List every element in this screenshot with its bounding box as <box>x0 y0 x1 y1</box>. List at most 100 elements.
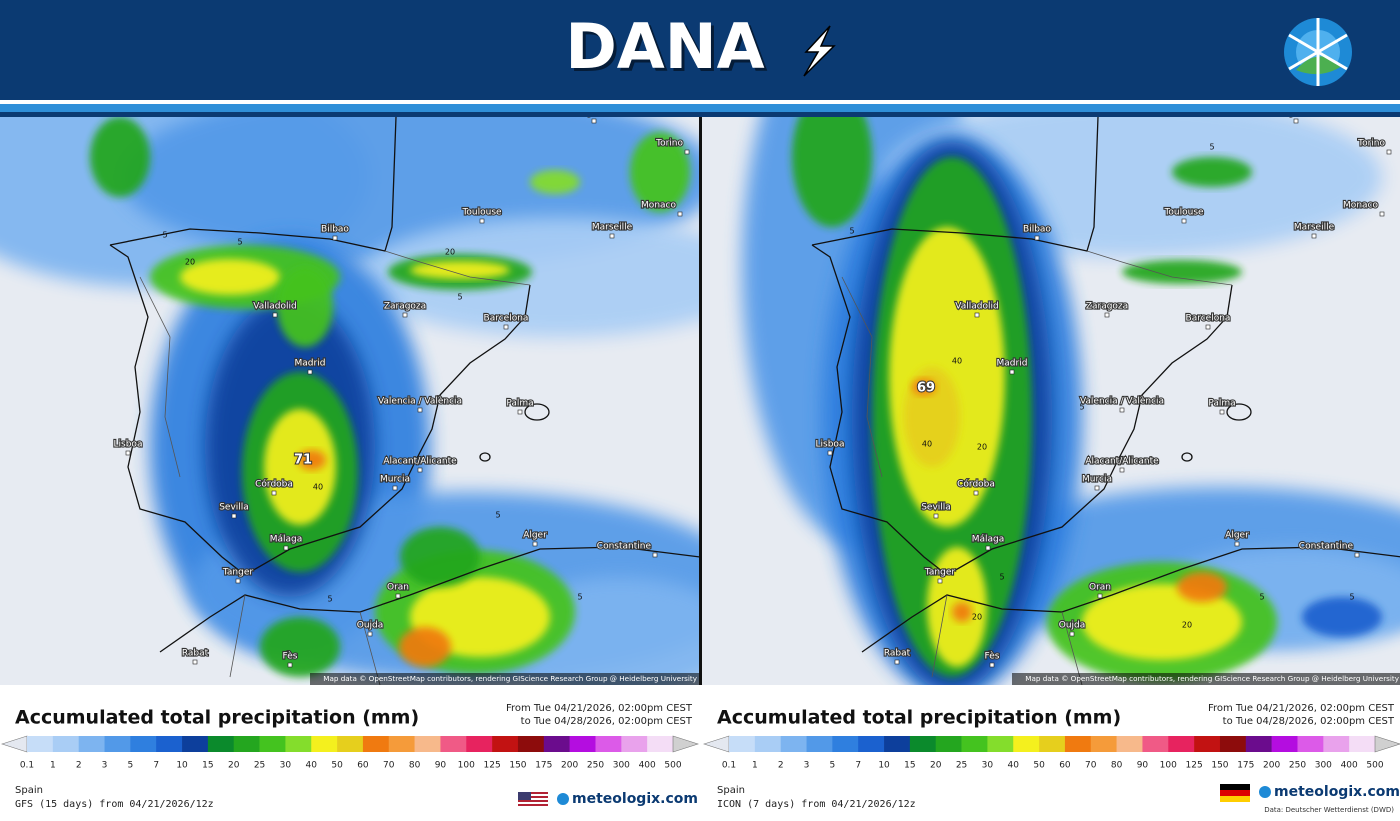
border <box>841 250 1233 685</box>
scale-swatch <box>1349 736 1376 752</box>
contour-label: 5 <box>457 293 462 302</box>
scale-label: 200 <box>561 761 578 771</box>
scale-label: 1 <box>752 761 758 771</box>
city-label: Toulouse <box>1163 208 1204 218</box>
city-marker <box>1069 631 1075 637</box>
city-label: Murcia <box>380 475 410 485</box>
city-label: Lisboa <box>816 440 845 450</box>
scale-label: 300 <box>613 761 630 771</box>
precip-area <box>400 527 480 587</box>
scale-label: 300 <box>1315 761 1332 771</box>
contour-label: 40 <box>952 357 962 366</box>
scale-swatch <box>388 736 415 752</box>
flag-stripe <box>518 794 548 796</box>
city-marker <box>395 593 401 599</box>
city-label: Palma <box>506 399 533 409</box>
brand: meteologix.com <box>572 791 698 807</box>
region: Spain <box>717 785 745 796</box>
scale-swatch <box>492 736 519 752</box>
city-marker <box>367 631 373 637</box>
city-label: Palma <box>1208 399 1235 409</box>
scale-swatch <box>987 736 1014 752</box>
precip-layer: LyonTorinoMonacoToulouseMarseilleBilbaoZ… <box>742 117 1400 685</box>
scale-swatch <box>1116 736 1143 752</box>
scale-label: 7 <box>153 761 159 771</box>
city-label: Valencia / València <box>378 396 462 407</box>
scale-label: 25 <box>254 761 265 771</box>
scale-label: 50 <box>331 761 343 771</box>
scale-swatch <box>1219 736 1247 752</box>
city-label: Fès <box>283 651 298 662</box>
scale-label: 70 <box>383 761 395 771</box>
scale-label: 1 <box>50 761 56 771</box>
flag-stripe <box>518 802 548 804</box>
scale-swatch <box>884 736 911 752</box>
scale-label: 2 <box>76 761 82 771</box>
contour-label: 5 <box>999 573 1004 582</box>
map-panel: LyonTorinoMonacoToulouseMarseilleBilbaoZ… <box>702 117 1400 685</box>
city-label: Bilbao <box>321 225 349 235</box>
city-marker <box>1104 312 1110 318</box>
precip-area <box>792 117 872 227</box>
precip-area <box>180 259 280 295</box>
city-marker <box>652 552 658 558</box>
city-label: Bilbao <box>1023 225 1051 235</box>
scale-label: 10 <box>878 761 890 771</box>
scale-label: 90 <box>1137 761 1149 771</box>
scale-swatch <box>1194 736 1221 752</box>
scale-label: 40 <box>306 761 318 771</box>
scale-label: 3 <box>804 761 810 771</box>
scale-label: 15 <box>904 761 915 771</box>
city-marker <box>402 312 408 318</box>
contour-label: 40 <box>922 440 932 449</box>
contour-label: 20 <box>1182 621 1192 630</box>
city-label: Valencia / València <box>1080 396 1164 407</box>
city-marker <box>1354 552 1360 558</box>
city-label: Rabat <box>884 649 911 659</box>
city-label: Monaco <box>1343 201 1378 211</box>
contour-label: 5 <box>327 595 332 604</box>
contour-label: 20 <box>445 248 455 257</box>
city-marker <box>684 149 690 155</box>
city-label: Córdoba <box>957 479 995 490</box>
city-label: Barcelona <box>484 314 529 324</box>
city-marker <box>1119 407 1125 413</box>
scale-label: 250 <box>587 761 604 771</box>
city-label: Marseille <box>1294 223 1335 233</box>
scale-swatch <box>1090 736 1117 752</box>
scale-swatch <box>621 736 648 752</box>
precip-area <box>1082 584 1242 660</box>
scale-label: 70 <box>1085 761 1097 771</box>
city-label: Valladolid <box>955 302 998 312</box>
city-label: Oujda <box>1059 621 1086 631</box>
city-marker <box>283 545 289 551</box>
scale-swatch <box>595 736 622 752</box>
flag-stripe <box>1220 796 1250 802</box>
city-label: Oran <box>1089 583 1111 593</box>
scale-swatch <box>1323 736 1350 752</box>
precip-area <box>360 217 699 337</box>
city-label: Constantine <box>597 542 652 552</box>
city-label: Rabat <box>182 649 209 659</box>
contour-label: 5 <box>162 231 167 240</box>
scale-swatch <box>1013 736 1040 752</box>
city-label: Barcelona <box>1186 314 1231 324</box>
city-marker <box>532 541 538 547</box>
city-marker <box>235 578 241 584</box>
scale-arrow-left <box>1 735 28 753</box>
contour-label: 5 <box>495 511 500 520</box>
brand: meteologix.com <box>1274 784 1400 800</box>
scale-label: 3 <box>102 761 108 771</box>
flag-stripe <box>518 796 548 798</box>
contour-label: 5 <box>1349 593 1354 602</box>
city-label: Alger <box>523 531 547 541</box>
precip-area <box>277 267 333 347</box>
precip-area <box>1172 157 1252 187</box>
city-label: Sevilla <box>921 503 951 513</box>
city-marker <box>1119 467 1125 473</box>
scale-swatch <box>909 736 937 752</box>
scale-label: 7 <box>855 761 861 771</box>
scale-swatch <box>729 736 756 752</box>
contour-label: 5 <box>237 238 242 247</box>
